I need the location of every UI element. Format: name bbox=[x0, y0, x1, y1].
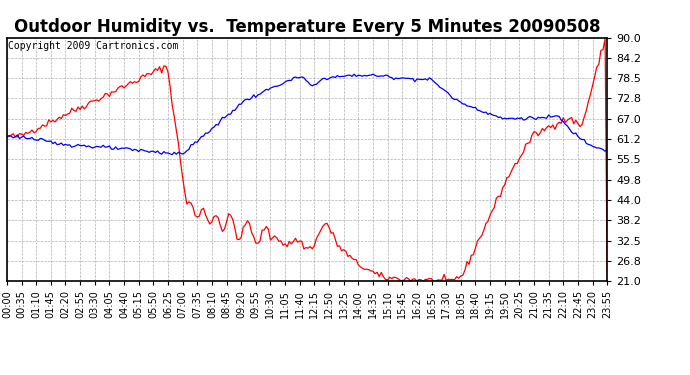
Text: Copyright 2009 Cartronics.com: Copyright 2009 Cartronics.com bbox=[8, 41, 179, 51]
Title: Outdoor Humidity vs.  Temperature Every 5 Minutes 20090508: Outdoor Humidity vs. Temperature Every 5… bbox=[14, 18, 600, 36]
